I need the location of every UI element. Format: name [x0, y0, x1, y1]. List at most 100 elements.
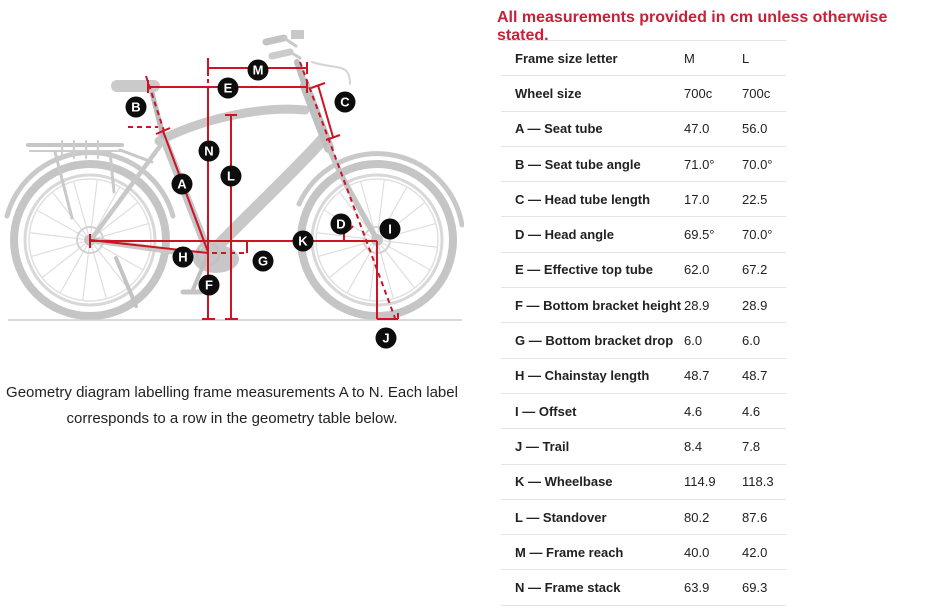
row-label: I — Offset	[515, 403, 577, 419]
row-label: C — Head tube length	[515, 191, 651, 207]
row-label: G — Bottom bracket drop	[515, 333, 674, 349]
value-l: 48.7	[742, 368, 768, 384]
geometry-table: Frame size letter M L Wheel size 700c 700c A —…	[501, 40, 786, 606]
row-label: Wheel size	[515, 85, 582, 101]
svg-text:M: M	[253, 63, 264, 78]
row-label: E — Effective top tube	[515, 262, 653, 278]
diagram-label-D: D	[330, 213, 352, 235]
diagram-caption: Geometry diagram labelling frame measure…	[0, 380, 464, 432]
svg-text:H: H	[178, 250, 187, 265]
value-l: 67.2	[742, 262, 768, 278]
diagram-label-N: N	[198, 140, 220, 162]
diagram-label-E: E	[217, 77, 239, 99]
crank-arm	[190, 252, 210, 294]
caption-line-1: Geometry diagram labelling frame measure…	[6, 384, 458, 401]
row-label: M — Frame reach	[515, 544, 624, 560]
value-l: 69.3	[742, 580, 768, 596]
table-row: F — Bottom bracket height 28.9 28.9	[501, 287, 786, 322]
table-row: L — Standover 80.2 87.6	[501, 498, 786, 534]
value-m: 80.2	[684, 509, 710, 525]
row-label: N — Frame stack	[515, 580, 621, 596]
value-m: 17.0	[684, 191, 710, 207]
table-row: G — Bottom bracket drop 6.0 6.0	[501, 322, 786, 357]
diagram-label-H: H	[172, 246, 194, 268]
svg-text:F: F	[205, 278, 213, 293]
svg-text:D: D	[336, 217, 345, 232]
kickstand	[114, 256, 138, 308]
table-row: A — Seat tube 47.0 56.0	[501, 110, 786, 146]
table-row: K — Wheelbase 114.9 118.3	[501, 463, 786, 499]
value-m: 48.7	[684, 368, 710, 384]
value-m: 28.9	[684, 297, 710, 313]
value-l: 70.0°	[742, 227, 773, 243]
diagram-label-L: L	[220, 165, 242, 187]
row-label: A — Seat tube	[515, 121, 603, 137]
value-l: L	[742, 50, 750, 66]
value-l: 42.0	[742, 544, 768, 560]
row-label: H — Chainstay length	[515, 368, 650, 384]
table-row: M — Frame reach 40.0 42.0	[501, 534, 786, 569]
front-fender	[296, 151, 464, 228]
table-row: I — Offset 4.6 4.6	[501, 392, 786, 428]
diagram-label-A: A	[171, 173, 193, 195]
value-l: 87.6	[742, 509, 768, 525]
value-l: 56.0	[742, 121, 768, 137]
diagram-label-K: K	[292, 230, 314, 252]
table-row: D — Head angle 69.5° 70.0°	[501, 216, 786, 251]
value-l: 7.8	[742, 438, 761, 454]
table-row: N — Frame stack 63.9 69.3	[501, 569, 786, 604]
diagram-labels: M E B C NL A D I K H G F J	[125, 59, 401, 349]
value-m: M	[684, 50, 695, 66]
value-l: 118.3	[742, 474, 774, 490]
table-row: H — Chainstay length 48.7 48.7	[501, 357, 786, 393]
value-l: 28.9	[742, 297, 768, 313]
diagram-label-G: G	[252, 250, 274, 272]
value-l: 6.0	[742, 333, 761, 349]
row-label: F — Bottom bracket height	[515, 297, 682, 313]
value-m: 62.0	[684, 262, 710, 278]
table-row: Frame size letter M L	[501, 40, 786, 75]
measurements-note: All measurements provided in cm unless o…	[497, 9, 888, 44]
value-l: 22.5	[742, 191, 768, 207]
rear-rack	[26, 140, 154, 220]
diagram-label-F: F	[198, 274, 220, 296]
row-label: J — Trail	[515, 438, 570, 454]
value-m: 63.9	[684, 580, 710, 596]
diagram-label-B: B	[125, 96, 147, 118]
value-m: 71.0°	[684, 156, 715, 172]
svg-text:L: L	[227, 169, 235, 184]
svg-text:E: E	[224, 81, 233, 96]
caption-line-2: corresponds to a row in the geometry tab…	[66, 410, 398, 427]
value-m: 47.0	[684, 121, 710, 137]
row-label: Frame size letter	[515, 50, 618, 66]
row-label: B — Seat tube angle	[515, 156, 641, 172]
row-label: K — Wheelbase	[515, 474, 613, 490]
diagram-label-J: J	[375, 327, 397, 349]
svg-text:C: C	[340, 95, 350, 110]
row-label: L — Standover	[515, 509, 607, 525]
table-row: C — Head tube length 17.0 22.5	[501, 181, 786, 216]
svg-text:A: A	[177, 177, 187, 192]
svg-text:J: J	[382, 331, 389, 346]
table-row: Wheel size 700c 700c	[501, 75, 786, 110]
svg-text:K: K	[298, 234, 308, 249]
diagram-label-M: M	[247, 59, 269, 81]
value-m: 8.4	[684, 438, 703, 454]
svg-text:N: N	[204, 144, 213, 159]
table-row: J — Trail 8.4 7.8	[501, 428, 786, 463]
value-l: 70.0°	[742, 156, 773, 172]
svg-text:I: I	[388, 222, 392, 237]
table-row: B — Seat tube angle 71.0° 70.0°	[501, 145, 786, 181]
value-m: 4.6	[684, 403, 703, 419]
value-m: 114.9	[684, 474, 716, 490]
value-m: 6.0	[684, 333, 703, 349]
bike-geometry-diagram: M E B C NL A D I K H G F J	[4, 30, 464, 349]
value-m: 40.0	[684, 544, 710, 560]
value-m: 700c	[684, 85, 713, 101]
handlebar	[262, 30, 351, 89]
rear-fender	[4, 150, 176, 219]
diagram-label-I: I	[379, 218, 401, 240]
value-l: 700c	[742, 85, 771, 101]
value-l: 4.6	[742, 403, 761, 419]
